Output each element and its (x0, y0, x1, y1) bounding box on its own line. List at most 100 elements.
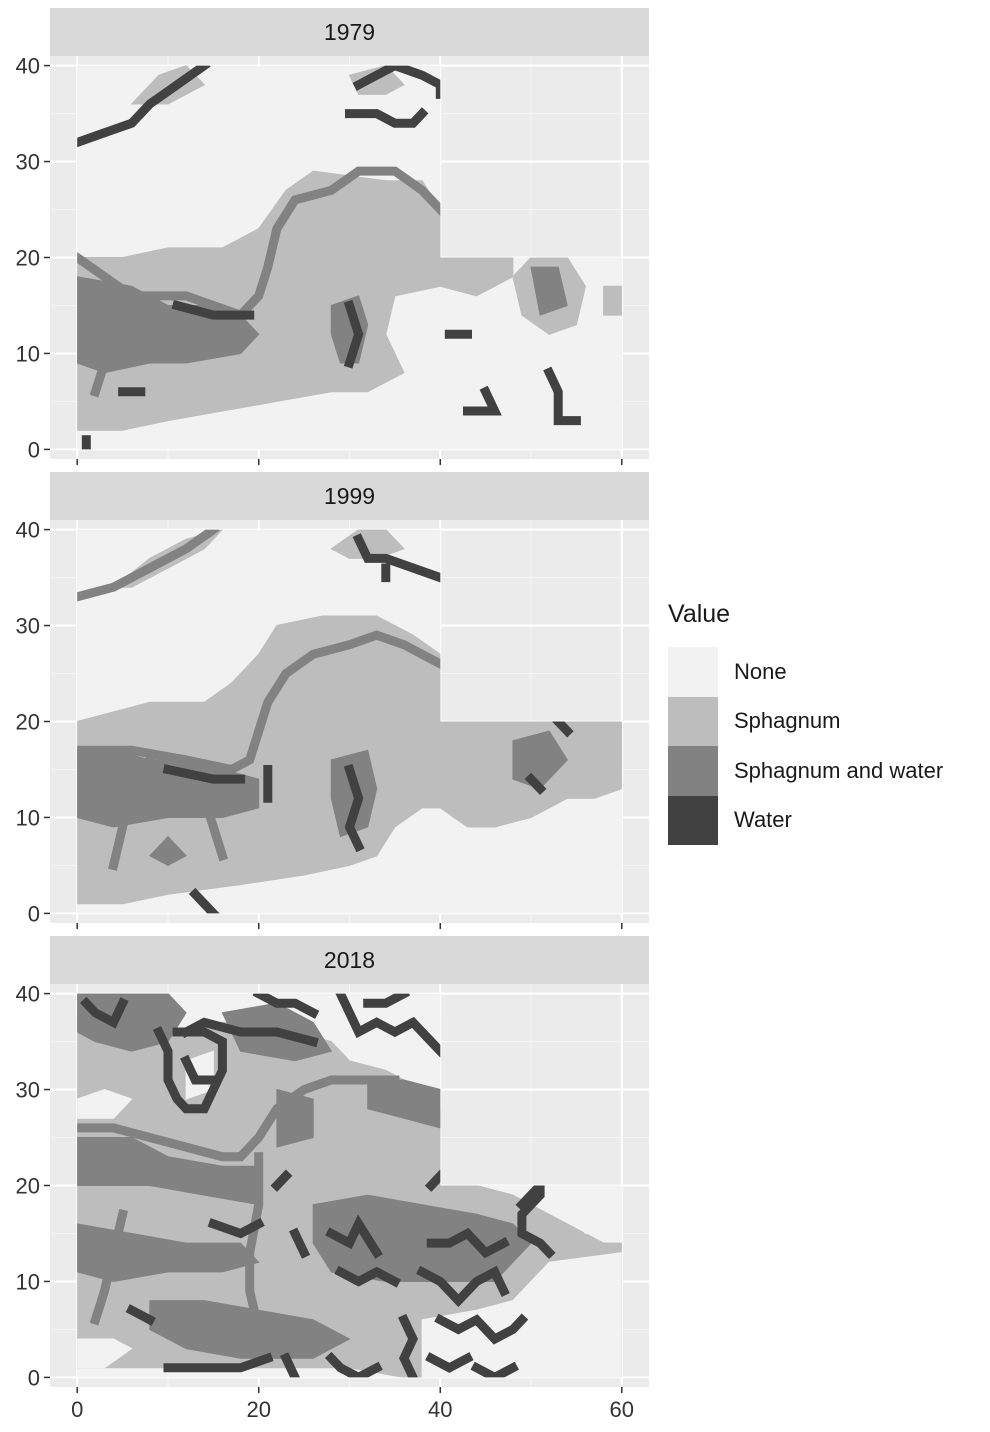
channel-water (77, 65, 211, 149)
channel-water (515, 1174, 556, 1260)
region-sphagnum (330, 529, 405, 559)
channel-water (171, 299, 255, 320)
channel-water (463, 385, 502, 416)
y-tick-label: 10 (16, 341, 40, 366)
channel-water (270, 1169, 293, 1192)
channel-water (398, 1313, 419, 1378)
region-sphagnum-and-water (512, 730, 568, 790)
channel-water (79, 996, 129, 1029)
region-none (530, 1185, 622, 1235)
facet-strip-label: 1979 (324, 19, 375, 45)
legend-key-sphagnum-and-water (668, 746, 718, 796)
x-tick-label: 40 (428, 1397, 452, 1422)
facet-strip-label: 2018 (324, 947, 375, 973)
channel-water (363, 993, 411, 1008)
facet-strip (50, 8, 649, 56)
region-sphagnum-and-water (530, 266, 568, 316)
channel-sphagnum-and-water (245, 1152, 265, 1335)
legend-label-sphagnum: Sphagnum (734, 708, 841, 734)
channel-water (343, 763, 365, 853)
channel-water (334, 1265, 401, 1288)
legend-key-water (668, 795, 718, 845)
channel-water (162, 764, 246, 784)
y-tick-label: 40 (16, 982, 40, 1007)
channel-water (425, 1352, 474, 1373)
channel-water (352, 533, 447, 584)
region-sphagnum-and-water (367, 1079, 441, 1129)
channel-water (324, 1351, 383, 1378)
channel-sphagnum-and-water (77, 166, 447, 321)
y-tick-label: 40 (16, 54, 40, 79)
channel-water (524, 772, 547, 796)
y-tick-label: 30 (16, 150, 40, 175)
channel-water (334, 993, 447, 1058)
facet-panel-1999: 1999 0 10 20 30 40 (16, 472, 649, 929)
raster-cells (77, 529, 622, 914)
raster-cells (77, 993, 622, 1378)
channel-sphagnum-and-water (77, 630, 447, 775)
y-tick-label: 20 (16, 710, 40, 735)
y-tick-label: 20 (16, 246, 40, 271)
channel-sphagnum-and-water (89, 309, 119, 398)
channel-sphagnum-and-water (77, 529, 220, 603)
channel-water (188, 887, 220, 914)
region-sphagnum-and-water (148, 835, 187, 866)
channel-sphagnum-and-water (108, 753, 157, 871)
channel-sphagnum-and-water (89, 1208, 129, 1326)
facet-strip (50, 936, 649, 984)
legend-label-sphagnum-and-water: Sphagnum and water (734, 757, 944, 783)
channel-water (180, 1054, 218, 1085)
channel-water (325, 1214, 383, 1259)
channel-sphagnum-and-water (77, 1075, 400, 1162)
channel-water (280, 1352, 301, 1378)
region-sphagnum (77, 170, 514, 431)
legend-item-none: None (668, 647, 943, 697)
channel-water (345, 107, 429, 128)
channel-water (152, 1026, 227, 1114)
facet-panel-2018: 2018 0 10 20 30 40 0 20 40 60 (16, 936, 649, 1422)
facet-strip (50, 472, 649, 520)
legend-item-sphagnum: Sphagnum (668, 696, 943, 746)
y-tick-label: 10 (16, 805, 40, 830)
region-sphagnum-and-water (312, 1194, 532, 1282)
x-tick-label: 60 (610, 1397, 634, 1422)
channel-water (543, 366, 581, 426)
legend-item-water: Water (668, 795, 943, 845)
y-tick-label: 0 (28, 437, 40, 462)
facet-strip-label: 1999 (324, 483, 375, 509)
x-tick-label: 0 (71, 1397, 83, 1422)
y-tick-label: 40 (16, 518, 40, 543)
region-none (77, 1088, 133, 1119)
channel-water (252, 993, 320, 1019)
legend: Value None Sphagnum Sphagnum and water W… (668, 600, 943, 845)
legend-title: Value (668, 600, 731, 628)
y-tick-label: 30 (16, 1078, 40, 1103)
channel-sphagnum-and-water (198, 792, 229, 862)
y-tick-label: 20 (16, 1174, 40, 1199)
legend-key-sphagnum (668, 696, 718, 746)
channel-water (434, 1313, 529, 1345)
legend-label-none: None (734, 658, 787, 684)
region-none (77, 1338, 133, 1369)
channel-water (424, 1169, 447, 1192)
channel-water (470, 1361, 519, 1378)
region-sphagnum-and-water (149, 1300, 351, 1359)
x-tick-label: 20 (247, 1397, 271, 1422)
channel-sphagnum-and-water (143, 318, 247, 359)
y-tick-label: 30 (16, 614, 40, 639)
channel-water (207, 1217, 265, 1239)
channel-water (125, 1304, 156, 1326)
facet-panel-1979: 1979 0 10 20 30 40 (16, 8, 649, 465)
y-tick-label: 10 (16, 1269, 40, 1294)
channel-water (426, 1227, 510, 1259)
legend-key-none (668, 647, 718, 697)
channel-water (289, 1227, 311, 1259)
channel-water (352, 65, 445, 99)
y-tick-label: 0 (28, 901, 40, 926)
legend-label-water: Water (734, 807, 792, 833)
region-sphagnum-and-water (77, 1223, 260, 1283)
region-sphagnum (603, 285, 622, 316)
channel-water (551, 715, 574, 738)
